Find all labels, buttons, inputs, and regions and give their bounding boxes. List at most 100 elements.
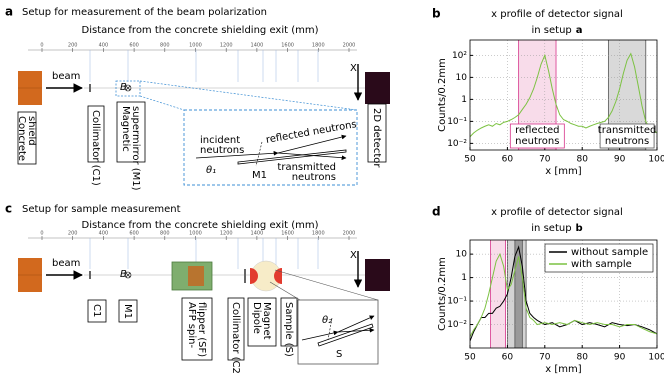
ruler-label: 200: [68, 231, 78, 237]
flipper-label: AFP spin-flipper (SF): [186, 302, 207, 357]
c1-text: C1: [91, 304, 102, 317]
reflected-ray: [337, 315, 375, 333]
beam-label: beam: [52, 258, 80, 269]
field-cross: [125, 85, 131, 91]
shield-text: shield: [26, 116, 37, 146]
legend-label: with sample: [571, 259, 632, 270]
x-tick-label: 80: [576, 353, 588, 363]
region-label: transmitted: [598, 125, 657, 136]
y-tick-label: 10⁻²: [447, 139, 467, 149]
y-tick-label: 1: [461, 95, 467, 105]
y-tick-label: 10²: [452, 51, 467, 61]
transmitted-ray: [277, 152, 347, 161]
chart-title-ref: a: [576, 25, 583, 36]
panel-title: Setup for sample measurement: [22, 204, 181, 215]
ruler-label: 1200: [220, 43, 233, 49]
flipper-box: [181, 297, 213, 361]
chart-title: in setup b: [531, 223, 582, 234]
ruler-label: 1000: [189, 231, 202, 237]
x-tick-label: 50: [464, 353, 476, 363]
sample-label: Sample (S): [283, 302, 294, 357]
ruler-label: 400: [99, 43, 109, 49]
flipper-text: flipper (SF): [196, 302, 207, 357]
ruler-label: 200: [68, 43, 78, 49]
panel-label: b: [432, 7, 441, 21]
panel-title: Setup for measurement of the beam polari…: [22, 7, 267, 18]
x-tick-label: 90: [614, 155, 626, 165]
ruler-label: 1600: [281, 231, 294, 237]
transmitted-ray: [337, 327, 375, 333]
magnet-poles: [250, 268, 282, 284]
y-tick-label: 1: [461, 273, 467, 283]
chart-title-part: in setup: [531, 223, 571, 234]
data-line: [470, 245, 657, 342]
legend-label: without sample: [571, 247, 648, 258]
detector-box: [367, 103, 387, 163]
collimator-label: Collimator (C1): [90, 110, 101, 186]
detector-block: [365, 72, 390, 104]
ruler-label: 600: [129, 43, 139, 49]
m1-text: M1: [122, 304, 133, 319]
x-tick-label: 60: [502, 353, 514, 363]
field-symbol: [124, 84, 132, 92]
axis-title: Distance from the concrete shielding exi…: [82, 25, 319, 36]
zoom-lines: [269, 269, 379, 301]
incident-ray: [195, 150, 279, 159]
chart-title-part: in setup: [531, 25, 571, 36]
x-axis-label: X: [350, 250, 357, 261]
ruler-label: 1200: [220, 231, 233, 237]
ruler-label: 2000: [343, 43, 356, 49]
incident-ray: [301, 330, 339, 341]
x-tick-label: 50: [464, 155, 476, 165]
collimator-mark: [89, 84, 91, 92]
inset-text: neutrons: [200, 145, 244, 156]
magnet-text: Magnet: [261, 302, 272, 340]
detector-block: [365, 259, 390, 291]
ruler-label: 1000: [189, 43, 202, 49]
zoom-box: [115, 80, 141, 97]
ruler-label: 800: [160, 231, 170, 237]
axis-title: Distance from the concrete shielding exi…: [82, 220, 319, 231]
ruler-label: 1800: [312, 231, 325, 237]
field-label: B: [120, 82, 127, 93]
magnet-text: Dipole: [251, 302, 262, 334]
mirror-text: supermirror (M1): [130, 106, 141, 191]
inset-text: neutrons: [292, 172, 336, 183]
y-tick-label: 10: [456, 73, 468, 83]
collimator2-box: [227, 297, 245, 361]
detector-label: 2D detector: [371, 108, 382, 168]
region-label: neutrons: [605, 136, 649, 147]
panel-label: d: [432, 205, 441, 219]
ruler-label: 1800: [312, 43, 325, 49]
inset-element: S: [336, 349, 342, 360]
collimator2-label: Collimator (C2): [230, 302, 241, 374]
collimator-box: [87, 105, 105, 163]
region-label-box: [509, 123, 565, 149]
x-tick-label: 70: [539, 155, 551, 165]
y-tick-label: 10⁻¹: [447, 297, 467, 307]
ruler-label: 1400: [251, 231, 264, 237]
legend-box: [544, 243, 654, 273]
collimator2-text: Collimator (C2): [230, 302, 241, 374]
sample-plate: [317, 323, 374, 347]
sample-text: Sample (S): [283, 302, 294, 357]
collimator-mark: [89, 271, 91, 279]
x-tick-label: 80: [576, 155, 588, 165]
ruler-label: 0: [40, 231, 43, 237]
panel-label: a: [5, 5, 13, 19]
chart-title: in setup a: [531, 25, 582, 36]
x-tick-label: 90: [614, 353, 626, 363]
reflected-ray: [277, 134, 347, 154]
zoom-lines: [139, 80, 358, 111]
chart-title-ref: b: [576, 223, 583, 234]
field-cross: [125, 272, 131, 278]
field-symbol: [124, 271, 132, 279]
c1-box: [87, 299, 107, 323]
inset-box: [183, 109, 358, 186]
flipper-core: [188, 266, 204, 286]
flipper-text: AFP spin-: [186, 302, 197, 348]
x-axis-label: x [mm]: [545, 166, 581, 177]
chart-title: x profile of detector signal: [491, 207, 623, 218]
m1-label: M1: [122, 304, 133, 319]
